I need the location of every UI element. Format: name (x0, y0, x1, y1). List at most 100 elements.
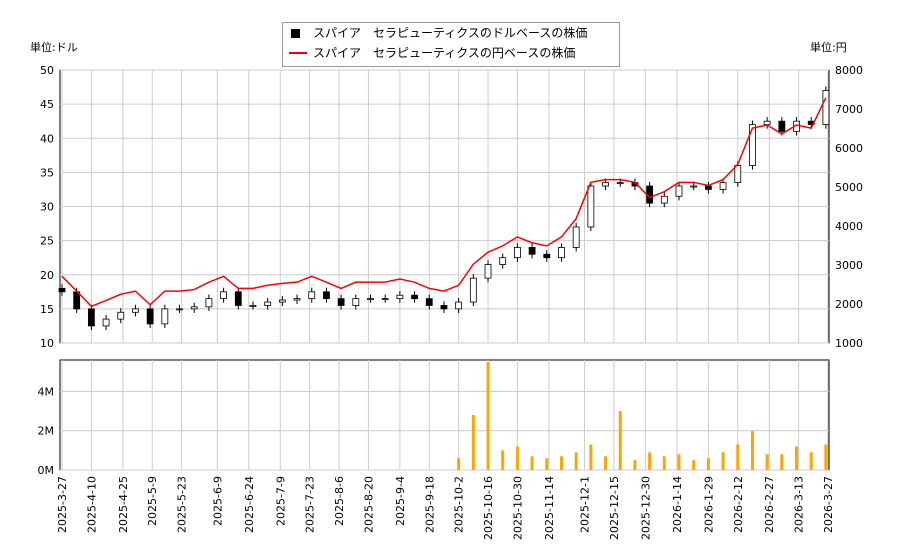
candle-body (455, 301, 463, 310)
candle-body (484, 264, 492, 279)
candle-body (469, 277, 477, 303)
y-left-tick-label: 30 (40, 201, 54, 214)
candle-body (367, 298, 374, 301)
candle-body (87, 308, 95, 327)
candle-body (117, 311, 125, 320)
x-tick-label: 2025-6-24 (243, 476, 256, 533)
volume-bar (750, 430, 754, 470)
x-tick-label: 2025-7-9 (274, 476, 287, 526)
volume-bar (574, 452, 578, 470)
candle-body (749, 124, 756, 166)
legend-swatch-usd (291, 28, 300, 38)
candle-body (396, 294, 404, 300)
y-right-tick-label: 2000 (835, 298, 863, 311)
candle-body (440, 305, 448, 310)
y-right-tick-label: 8000 (835, 64, 863, 77)
candle-body (249, 305, 257, 307)
volume-bar (515, 446, 519, 470)
candle-body (425, 298, 433, 306)
x-tick-label: 2025-9-18 (423, 476, 436, 533)
x-tick-label: 2025-12-30 (639, 476, 652, 540)
candle-body (337, 298, 345, 306)
volume-tick-label: 2M (38, 425, 55, 438)
x-tick-label: 2025-3-27 (56, 476, 69, 533)
y-left-tick-label: 10 (40, 337, 54, 350)
right-unit-label: 単位:円 (810, 41, 847, 54)
candle-body (190, 306, 198, 310)
candle-body (778, 120, 786, 132)
volume-bar (824, 444, 828, 470)
legend-swatch-jpy (289, 52, 307, 54)
candle-body (675, 185, 683, 197)
x-tick-label: 2025-7-23 (304, 476, 317, 533)
y-right-tick-label: 3000 (835, 259, 863, 272)
y-right-tick-label: 7000 (835, 103, 863, 116)
candle-body (102, 318, 110, 327)
volume-bar (648, 452, 652, 470)
x-tick-label: 2025-12-1 (579, 476, 592, 533)
volume-bar (486, 361, 490, 470)
legend: スパイア セラピューティクスのドルベースの株価 スパイア セラピューティクスの円… (282, 22, 620, 67)
volume-bar (618, 411, 622, 470)
candle-body (381, 298, 389, 301)
y-right-tick-label: 6000 (835, 142, 863, 155)
x-tick-label: 2025-10-16 (482, 476, 495, 540)
jpy-price-line (61, 97, 827, 308)
volume-bar (501, 450, 505, 470)
candle-body (660, 195, 668, 204)
x-tick-label: 2025-5-9 (146, 476, 159, 526)
candle-body (176, 308, 183, 311)
y-right-tick-label: 5000 (835, 181, 863, 194)
volume-bar (662, 456, 666, 470)
candle-body (543, 253, 551, 259)
volume-bar (589, 444, 593, 470)
volume-bar (736, 444, 740, 470)
candle-body (514, 247, 521, 259)
candle-body (308, 291, 316, 300)
volume-bar (604, 456, 608, 470)
volume-bar (677, 454, 681, 470)
candle-body (734, 165, 742, 184)
candle-body (719, 182, 727, 190)
legend-item-jpy: スパイア セラピューティクスの円ベースの株価 (283, 43, 619, 63)
candle-body (205, 298, 213, 308)
y-right-tick-label: 4000 (835, 220, 863, 233)
candle-body (220, 291, 227, 300)
candle-body (587, 185, 595, 228)
volume-bar (809, 452, 813, 470)
candle-body (499, 257, 507, 265)
x-tick-label: 2025-12-15 (608, 476, 621, 540)
candle-body (572, 226, 580, 248)
candle-body (352, 298, 360, 306)
candle-body (704, 185, 712, 190)
volume-bar (530, 456, 534, 470)
volume-tick-label: 0M (38, 464, 55, 477)
x-tick-label: 2025-8-6 (333, 476, 346, 526)
x-tick-label: 2026-1-14 (671, 476, 684, 533)
volume-bar (457, 458, 461, 470)
x-tick-label: 2026-3-27 (822, 476, 835, 533)
candle-body (293, 298, 301, 301)
candle-body (558, 247, 565, 259)
y-left-tick-label: 25 (40, 235, 54, 248)
x-tick-label: 2025-10-2 (453, 476, 466, 533)
x-tick-label: 2025-6-9 (211, 476, 224, 526)
volume-bar (765, 454, 769, 470)
y-left-tick-label: 15 (40, 303, 54, 316)
x-tick-label: 2025-9-4 (394, 476, 407, 526)
volume-bar (692, 460, 696, 470)
candle-body (146, 308, 154, 325)
y-left-tick-label: 45 (40, 98, 54, 111)
volume-bar (721, 452, 725, 470)
x-tick-label: 2026-1-29 (702, 476, 715, 533)
candle-body (278, 299, 286, 303)
volume-plot-frame (59, 359, 830, 471)
y-left-tick-label: 35 (40, 166, 54, 179)
y-right-tick-label: 1000 (835, 337, 863, 350)
candle-body (528, 247, 536, 255)
volume-bar (633, 460, 637, 470)
x-tick-label: 2025-8-20 (362, 476, 375, 533)
candle-body (234, 291, 242, 306)
